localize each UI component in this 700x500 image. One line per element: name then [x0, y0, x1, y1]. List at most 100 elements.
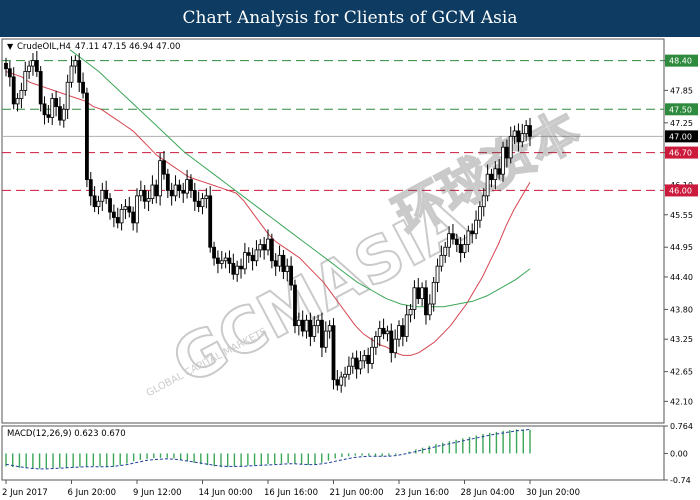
candle-body	[38, 71, 43, 105]
y-tick-label: 43.80	[670, 305, 693, 314]
y-tick-label: 44.95	[670, 243, 693, 252]
candle-body	[31, 60, 35, 67]
candle-body	[489, 173, 494, 181]
candle-body	[504, 146, 509, 159]
candle-body	[104, 190, 109, 199]
candle-body	[258, 244, 263, 251]
x-tick-label: 28 Jun 04:00	[461, 488, 515, 498]
candle-body	[424, 287, 428, 316]
candle-body	[493, 168, 498, 181]
candle-body	[501, 146, 505, 175]
candle-body	[520, 133, 525, 143]
candle-body	[250, 254, 255, 262]
candle-body	[339, 376, 344, 386]
candle-body	[15, 98, 20, 105]
candle-body	[435, 265, 440, 283]
macd-label: MACD(12,26,9) 0.623 0.670	[7, 429, 126, 439]
candle-body	[50, 98, 55, 118]
candle-body	[524, 125, 529, 135]
candle-body	[323, 330, 328, 348]
level-badge	[665, 146, 698, 159]
candle-body	[308, 319, 313, 337]
candle-body	[397, 325, 401, 340]
candle-body	[69, 65, 74, 83]
level-label: 46.70	[669, 149, 692, 158]
candle-body	[266, 238, 270, 251]
level-label: 47.50	[669, 105, 692, 114]
candle-body	[331, 325, 336, 381]
candle-body	[300, 319, 305, 332]
candle-body	[262, 244, 267, 251]
candle-body	[162, 160, 166, 175]
current-price-badge	[665, 130, 698, 143]
candle-body	[92, 195, 97, 208]
candle-body	[304, 319, 309, 332]
candle-body	[528, 125, 532, 137]
candle-body	[478, 206, 482, 221]
candle-body	[516, 130, 521, 143]
candle-body	[431, 281, 436, 305]
candle-body	[420, 287, 425, 300]
x-tick-label: 16 Jun 16:00	[264, 488, 318, 498]
candle-body	[316, 319, 320, 327]
candle-body	[408, 309, 413, 316]
candle-body	[393, 338, 398, 354]
candle-body	[381, 327, 386, 335]
level-label: 48.40	[669, 57, 692, 66]
candle-body	[416, 287, 421, 300]
candle-body	[19, 89, 24, 99]
candle-body	[377, 327, 382, 337]
banner-title: Chart Analysis for Clients of GCM Asia	[182, 8, 518, 28]
macd-tick-label: 0.764	[670, 422, 693, 431]
candle-body	[277, 254, 282, 267]
candle-body	[135, 195, 139, 224]
candle-body	[127, 206, 132, 213]
candle-body	[212, 246, 216, 259]
candle-body	[370, 346, 374, 364]
candle-body	[400, 325, 405, 337]
candle-body	[85, 92, 89, 181]
candle-body	[497, 168, 502, 175]
candle-body	[481, 195, 486, 208]
candle-body	[192, 190, 197, 202]
candle-body	[88, 179, 93, 197]
y-tick-label: 42.65	[670, 368, 693, 377]
candle-body	[242, 252, 247, 270]
candle-body	[412, 287, 417, 310]
candle-body	[373, 336, 378, 348]
level-badge	[665, 184, 698, 197]
candle-body	[77, 60, 82, 83]
candle-body	[458, 244, 463, 254]
candle-body	[296, 319, 301, 327]
candle-body	[181, 190, 186, 194]
candle-body	[27, 65, 32, 72]
macd-tick-label: 0.00	[670, 449, 688, 458]
candle-body	[61, 108, 66, 121]
candle-body	[389, 330, 394, 354]
candle-body	[165, 173, 170, 191]
x-tick-label: 23 Jun 16:00	[395, 488, 449, 498]
candle-body	[366, 354, 371, 364]
level-badge	[665, 103, 698, 116]
candle-body	[7, 68, 12, 78]
candle-body	[385, 330, 390, 335]
candle-body	[512, 130, 517, 137]
candle-body	[173, 184, 178, 197]
candle-body	[42, 103, 47, 116]
candle-body	[58, 106, 62, 121]
candle-body	[269, 238, 274, 262]
candle-body	[208, 195, 213, 248]
candle-body	[81, 81, 85, 94]
x-tick-label: 9 Jun 12:00	[133, 488, 182, 498]
candle-body	[4, 62, 8, 70]
candle-body	[100, 190, 105, 202]
chart: GCMASIA 环球资本 GLOBAL CAPITAL MARKETS 48.4…	[1, 38, 698, 498]
candle-body	[65, 81, 70, 110]
macd-signal-line	[5, 428, 531, 470]
candle-body	[447, 233, 451, 248]
candle-body	[119, 208, 124, 224]
candle-body	[335, 379, 340, 386]
candle-body	[427, 303, 432, 316]
candle-body	[54, 98, 58, 108]
candle-body	[196, 200, 201, 208]
